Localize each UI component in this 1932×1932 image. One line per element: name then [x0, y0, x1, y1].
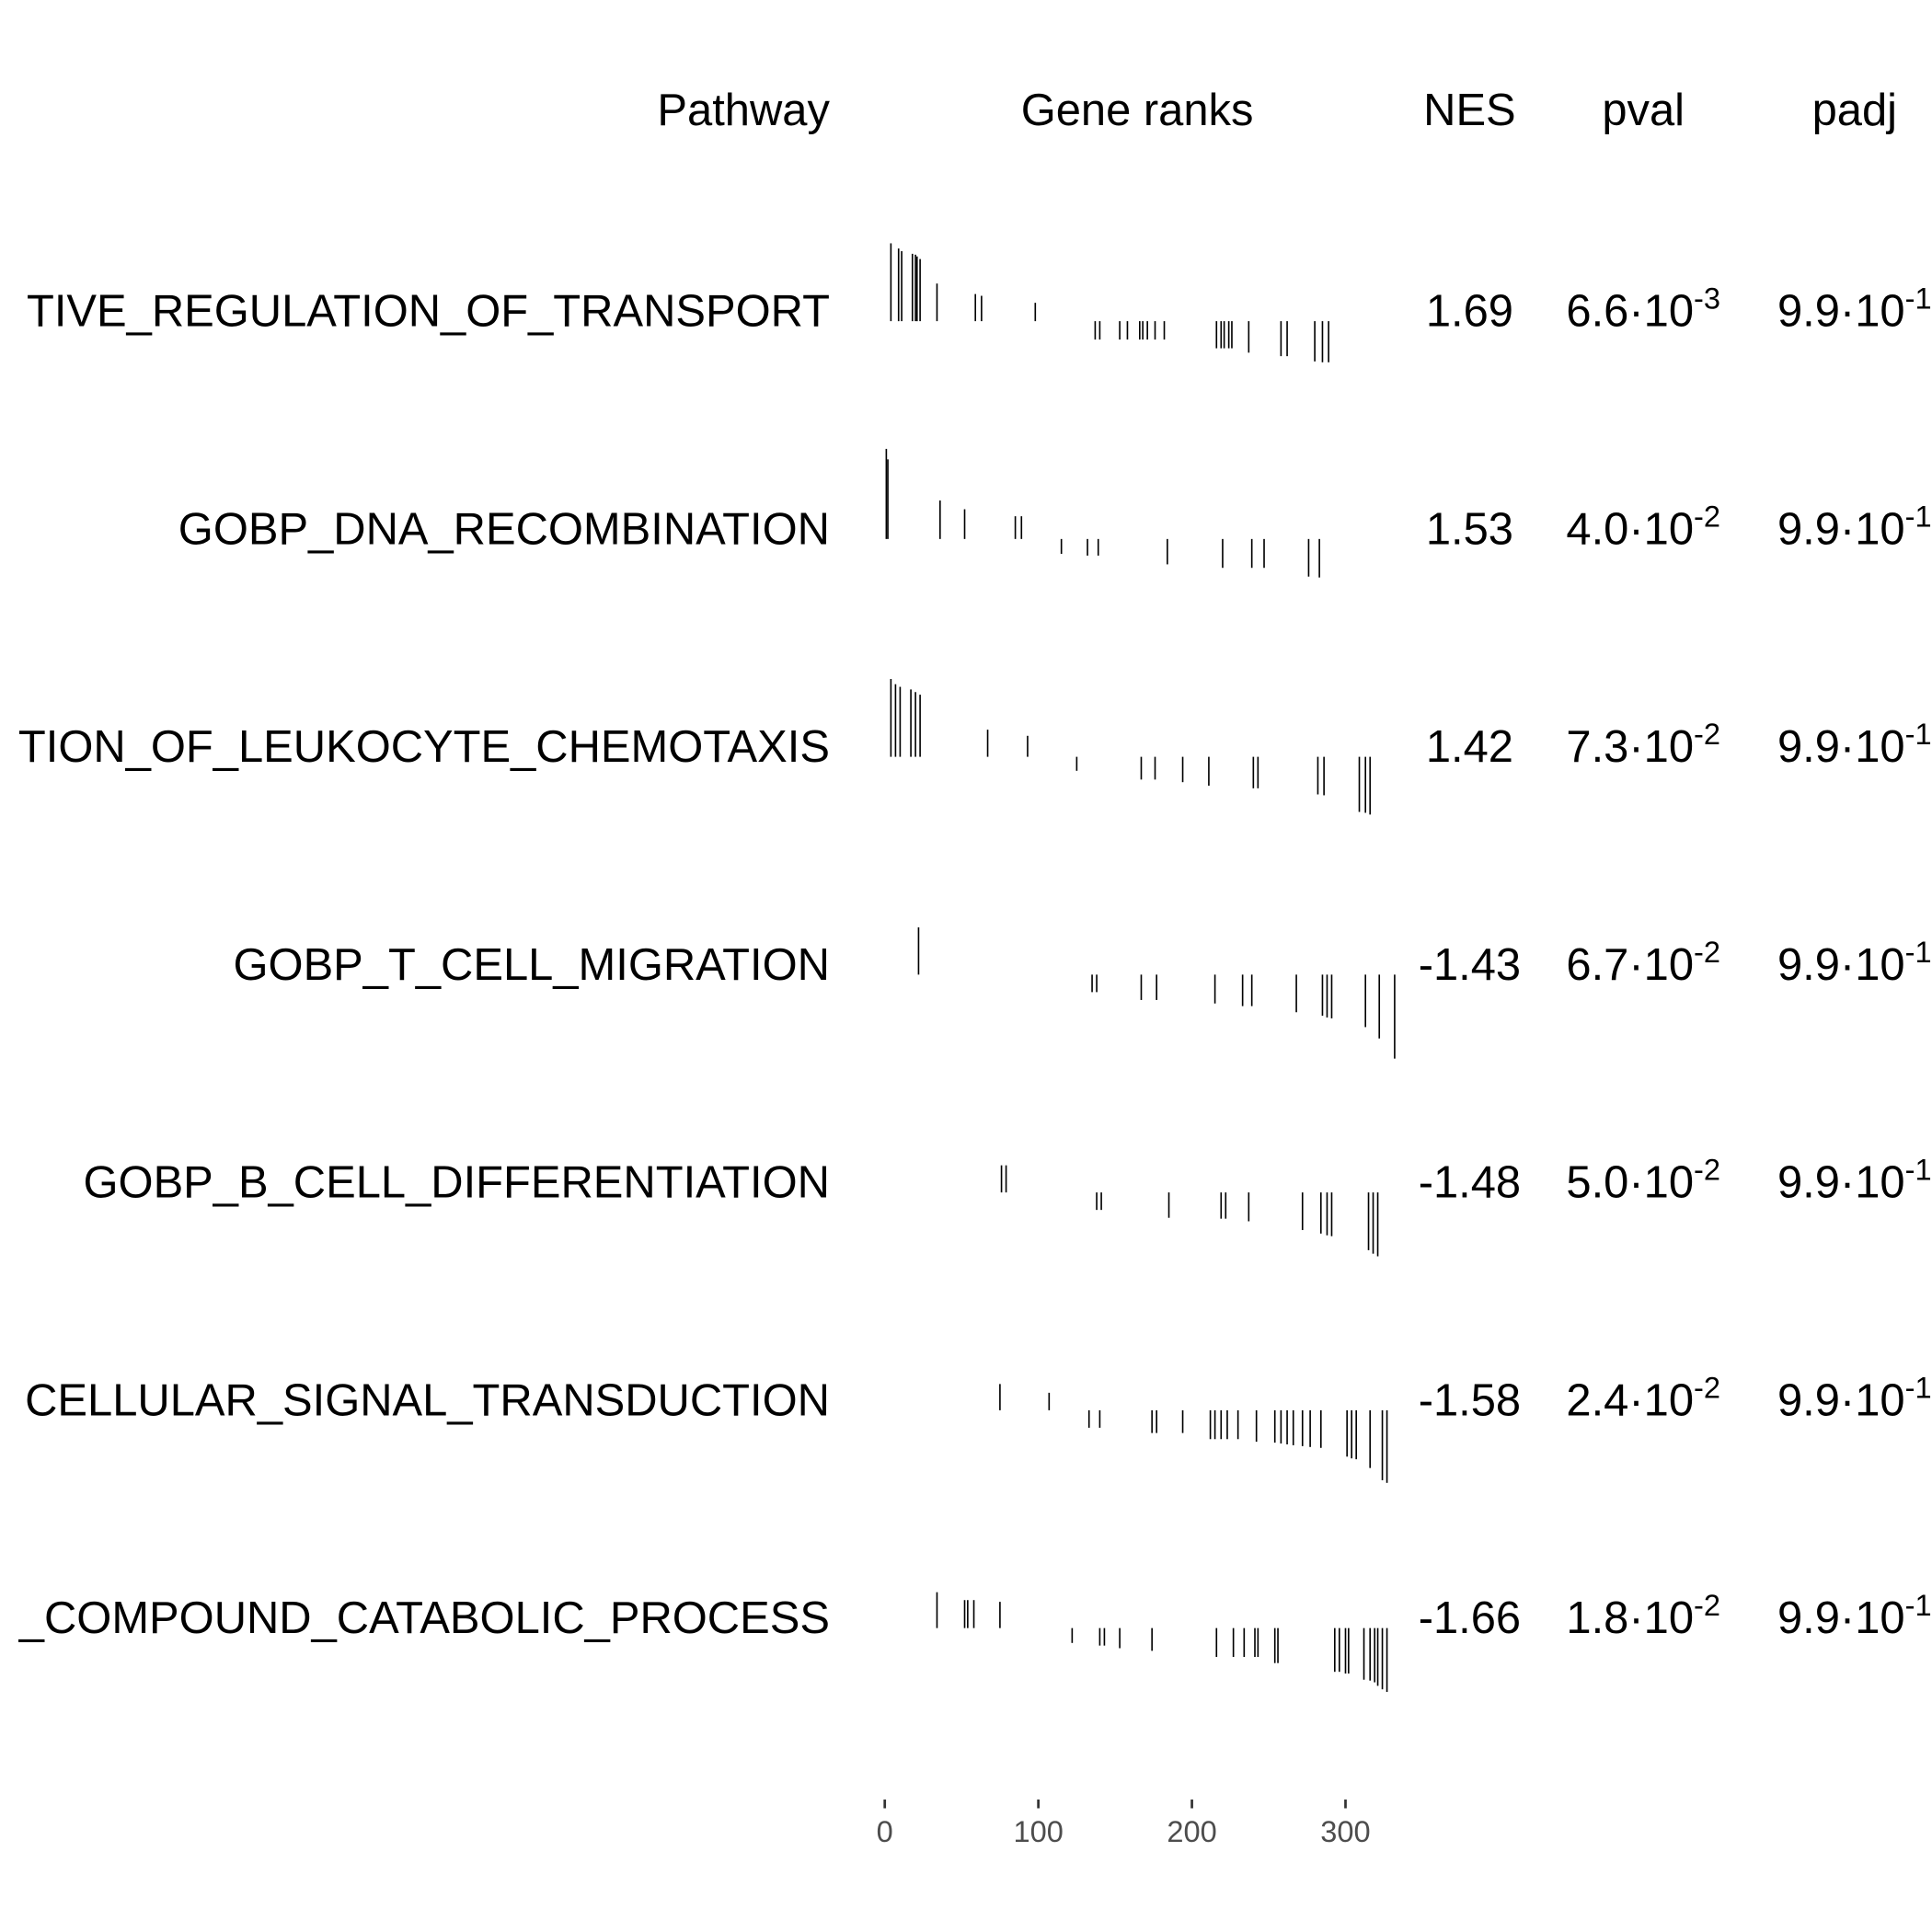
x-tick-label: 100 [1013, 1814, 1063, 1848]
x-tick-label: 200 [1167, 1814, 1216, 1848]
pval-base: 2.4·10 [1566, 1375, 1694, 1425]
padj-base: 9.9·10 [1777, 287, 1905, 337]
nes-value: -1.43 [1419, 940, 1521, 990]
padj-value: 9.9·10-1 [1777, 282, 1932, 337]
padj-base: 9.9·10 [1777, 1375, 1905, 1425]
pval-exponent: -2 [1694, 499, 1720, 533]
padj-base: 9.9·10 [1777, 1593, 1905, 1643]
pval-base: 6.6·10 [1566, 287, 1694, 337]
pval-exponent: -2 [1694, 1370, 1720, 1404]
pathway-name: GOBP_T_CELL_MIGRATION [234, 940, 830, 990]
x-tick-label: 0 [877, 1814, 893, 1848]
pval-value: 2.4·10-2 [1566, 1370, 1720, 1425]
pathway-name: CELLULAR_SIGNAL_TRANSDUCTION [25, 1375, 830, 1425]
pval-value: 6.6·10-3 [1566, 282, 1720, 337]
x-tick-label: 300 [1320, 1814, 1370, 1848]
padj-exponent: -1 [1905, 935, 1932, 969]
column-header: NES [1423, 86, 1516, 135]
pathway-name: GOBP_B_CELL_DIFFERENTIATION [84, 1158, 830, 1208]
pval-value: 7.3·10-2 [1566, 717, 1720, 772]
pval-base: 4.0·10 [1566, 504, 1694, 554]
pathway-name: GOBP_DNA_RECOMBINATION [178, 504, 830, 554]
padj-value: 9.9·10-1 [1777, 1588, 1932, 1643]
padj-exponent: -1 [1905, 1153, 1932, 1187]
padj-exponent: -1 [1905, 1588, 1932, 1622]
column-header: pval [1602, 86, 1685, 135]
pval-exponent: -3 [1694, 282, 1720, 316]
pval-value: 4.0·10-2 [1566, 499, 1720, 554]
pval-value: 5.0·10-2 [1566, 1153, 1720, 1208]
nes-value: -1.58 [1419, 1375, 1521, 1425]
pval-exponent: -2 [1694, 1588, 1720, 1622]
pval-base: 7.3·10 [1566, 722, 1694, 772]
padj-exponent: -1 [1905, 282, 1932, 316]
column-header: Pathway [657, 86, 830, 135]
pval-exponent: -2 [1694, 717, 1720, 751]
padj-base: 9.9·10 [1777, 504, 1905, 554]
pval-base: 6.7·10 [1566, 940, 1694, 990]
padj-value: 9.9·10-1 [1777, 1153, 1932, 1208]
nes-value: 1.69 [1426, 287, 1513, 337]
column-header: Gene ranks [1021, 86, 1254, 135]
pval-value: 1.8·10-2 [1566, 1588, 1720, 1643]
pval-value: 6.7·10-2 [1566, 935, 1720, 990]
nes-value: -1.48 [1419, 1158, 1521, 1208]
padj-value: 9.9·10-1 [1777, 935, 1932, 990]
padj-value: 9.9·10-1 [1777, 1370, 1932, 1425]
padj-base: 9.9·10 [1777, 722, 1905, 772]
pathway-name: _COMPOUND_CATABOLIC_PROCESS [18, 1593, 830, 1643]
nes-value: -1.66 [1419, 1593, 1521, 1643]
padj-exponent: -1 [1905, 499, 1932, 533]
nes-value: 1.42 [1426, 722, 1513, 772]
pval-exponent: -2 [1694, 1153, 1720, 1187]
padj-base: 9.9·10 [1777, 1158, 1905, 1208]
column-header: padj [1812, 86, 1897, 135]
padj-exponent: -1 [1905, 717, 1932, 751]
padj-base: 9.9·10 [1777, 940, 1905, 990]
padj-value: 9.9·10-1 [1777, 717, 1932, 772]
padj-exponent: -1 [1905, 1370, 1932, 1404]
pval-base: 1.8·10 [1566, 1593, 1694, 1643]
nes-value: 1.53 [1426, 504, 1513, 554]
pathway-name: TIVE_REGULATION_OF_TRANSPORT [27, 287, 830, 337]
pval-exponent: -2 [1694, 935, 1720, 969]
pval-base: 5.0·10 [1566, 1158, 1694, 1208]
padj-value: 9.9·10-1 [1777, 499, 1932, 554]
pathway-name: TION_OF_LEUKOCYTE_CHEMOTAXIS [18, 722, 830, 772]
